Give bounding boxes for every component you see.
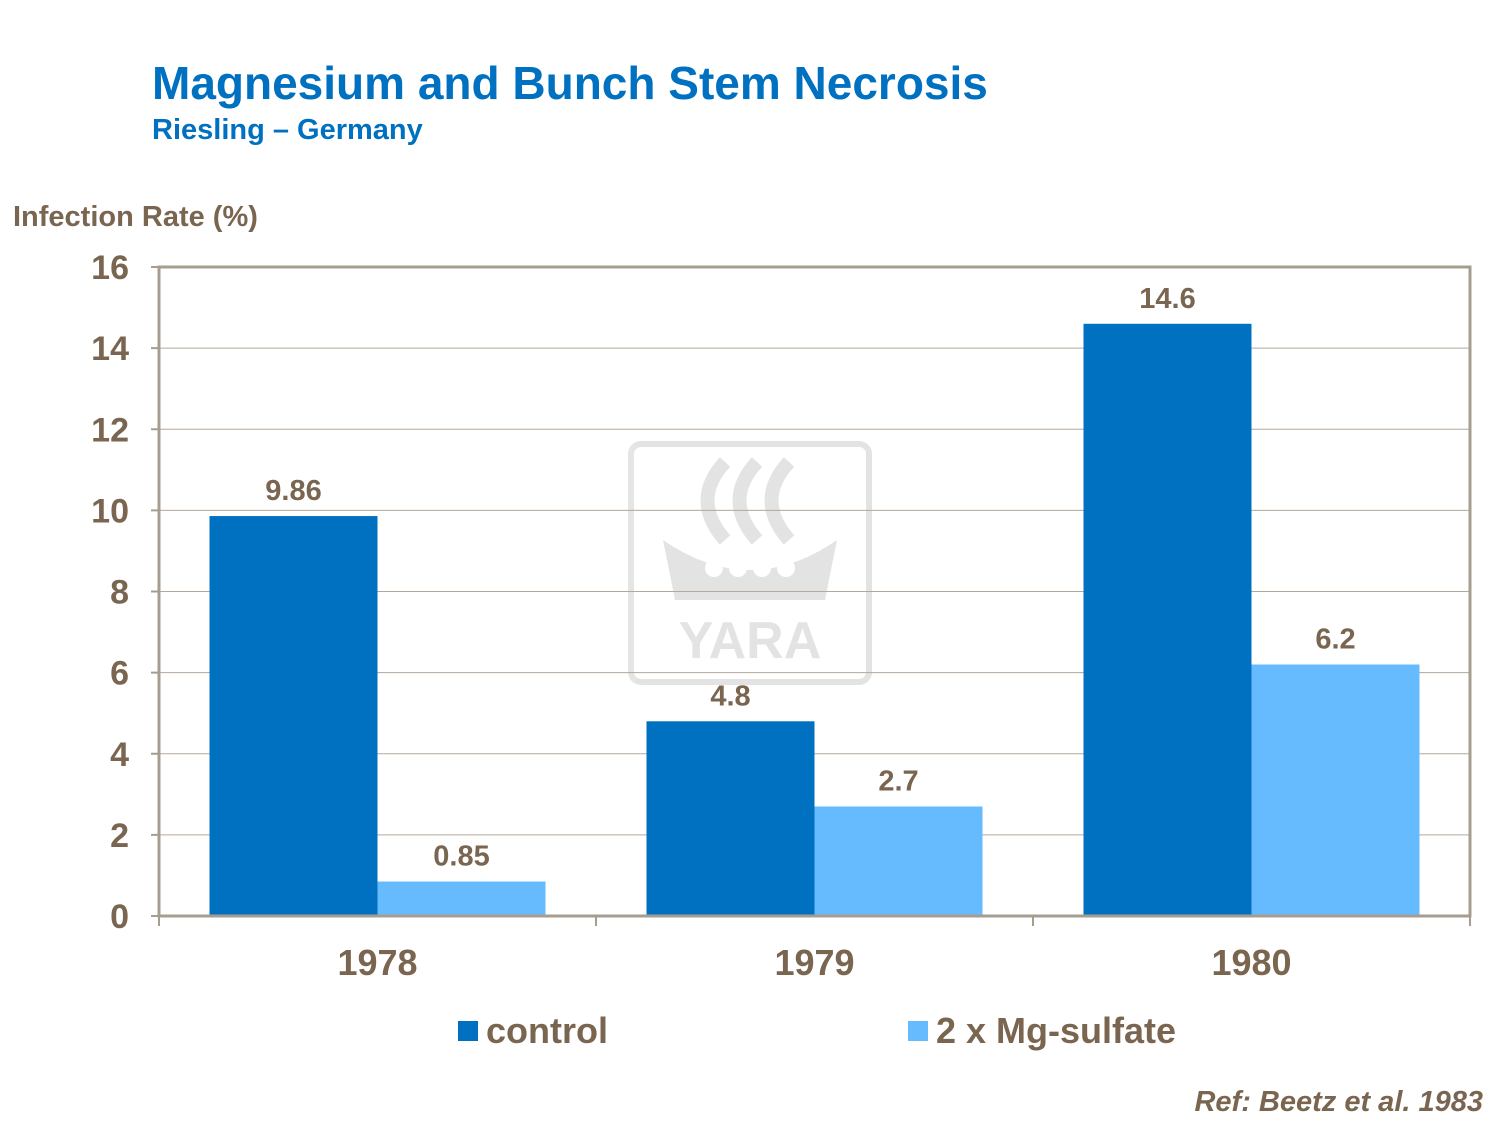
reference-note: Ref: Beetz et al. 1983 xyxy=(1194,1086,1483,1118)
bar-mg-sulfate-1980 xyxy=(1251,664,1420,916)
chart-title: Magnesium and Bunch Stem Necrosis xyxy=(152,57,988,109)
legend-swatch-control xyxy=(458,1021,478,1041)
y-tick-label: 4 xyxy=(110,736,129,774)
x-tick-label: 1979 xyxy=(774,942,854,983)
y-tick-label: 14 xyxy=(91,330,129,368)
yara-logo-part xyxy=(628,441,872,685)
data-label: 0.85 xyxy=(433,841,489,873)
yara-logo-part xyxy=(764,457,795,545)
bar-control-1978 xyxy=(209,516,378,916)
legend-item-mg-sulfate: 2 x Mg-sulfate xyxy=(908,1010,1176,1052)
yara-logo-part xyxy=(729,559,747,577)
yara-logo-part: YARA xyxy=(679,612,822,670)
legend-item-control: control xyxy=(458,1010,608,1052)
y-tick-label: 16 xyxy=(91,249,129,287)
yara-logo-part xyxy=(663,540,837,600)
y-tick-label: 2 xyxy=(110,817,129,855)
y-tick-label: 10 xyxy=(91,492,129,530)
chart-subtitle: Riesling – Germany xyxy=(152,114,423,146)
data-label: 4.8 xyxy=(710,680,750,712)
x-tick-label: 1978 xyxy=(337,942,417,983)
y-tick-label: 12 xyxy=(91,411,129,449)
data-label: 2.7 xyxy=(878,765,918,797)
yara-logo-watermark: YARA xyxy=(628,441,872,685)
legend-swatch-mg-sulfate xyxy=(908,1021,928,1041)
legend-label-control: control xyxy=(486,1010,608,1051)
bar-control-1979 xyxy=(646,721,815,916)
data-label: 6.2 xyxy=(1315,624,1355,656)
data-label: 9.86 xyxy=(265,475,321,507)
y-tick-label: 6 xyxy=(110,655,129,693)
yara-logo-part xyxy=(732,457,763,545)
yara-logo-part xyxy=(753,559,771,577)
bar-mg-sulfate-1978 xyxy=(377,881,546,916)
data-label: 14.6 xyxy=(1139,283,1195,315)
y-tick-label: 0 xyxy=(110,898,129,936)
x-tick-label: 1980 xyxy=(1211,942,1291,983)
yara-logo-part xyxy=(700,457,731,545)
y-axis-label: Infection Rate (%) xyxy=(13,201,258,233)
bar-mg-sulfate-1979 xyxy=(814,806,983,916)
y-tick-label: 8 xyxy=(110,574,129,612)
bar-control-1980 xyxy=(1083,323,1252,917)
yara-logo-part xyxy=(705,559,723,577)
plot-area-border xyxy=(157,265,1472,918)
yara-logo-part xyxy=(777,559,795,577)
legend-label-mg-sulfate: 2 x Mg-sulfate xyxy=(936,1010,1177,1051)
